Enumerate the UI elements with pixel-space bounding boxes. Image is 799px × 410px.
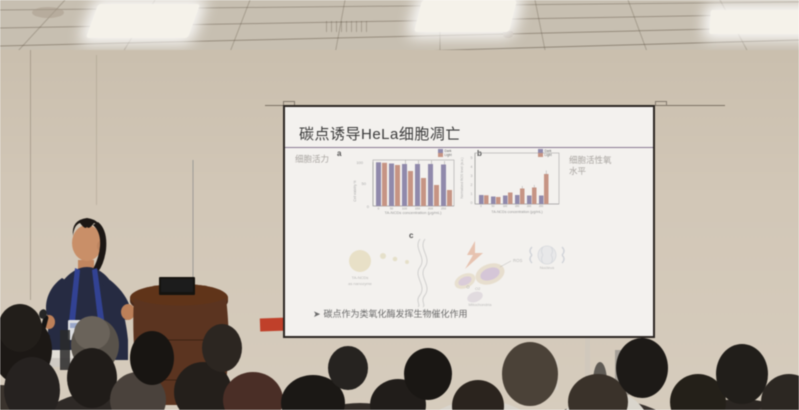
svg-text:TA-NCDs concentration (μg/mL): TA-NCDs concentration (μg/mL) xyxy=(491,210,542,214)
svg-text:TA-NCDs: TA-NCDs xyxy=(352,275,369,280)
svg-text:250: 250 xyxy=(539,204,544,208)
svg-text:200: 200 xyxy=(527,204,532,208)
svg-text:250: 250 xyxy=(441,207,446,211)
svg-text:as nanozyme: as nanozyme xyxy=(348,281,373,286)
svg-text:0: 0 xyxy=(367,204,370,209)
svg-text:4: 4 xyxy=(471,165,473,169)
svg-text:3: 3 xyxy=(471,174,473,178)
svg-text:ROS: ROS xyxy=(513,258,522,263)
svg-text:0: 0 xyxy=(378,207,380,211)
svg-text:100: 100 xyxy=(503,204,508,208)
svg-text:50: 50 xyxy=(492,204,495,208)
svg-text:0: 0 xyxy=(471,201,473,205)
svg-text:TA-NCDs concentration (μg/mL): TA-NCDs concentration (μg/mL) xyxy=(385,210,443,215)
svg-text:Normalized ROS level (a.u.): Normalized ROS level (a.u.) xyxy=(460,157,464,198)
svg-text:Mitochondria: Mitochondria xyxy=(469,302,493,307)
svg-text:1: 1 xyxy=(471,192,473,196)
svg-text:Nucleus: Nucleus xyxy=(540,265,554,270)
svg-text:0: 0 xyxy=(480,204,482,208)
svg-text:5: 5 xyxy=(471,156,473,160)
svg-text:50: 50 xyxy=(362,181,367,186)
svg-text:Cell viability %: Cell viability % xyxy=(353,180,357,201)
svg-text:2: 2 xyxy=(471,183,473,187)
svg-text:150: 150 xyxy=(515,204,520,208)
svg-text:100: 100 xyxy=(356,160,363,165)
svg-text:O2: O2 xyxy=(475,286,481,291)
